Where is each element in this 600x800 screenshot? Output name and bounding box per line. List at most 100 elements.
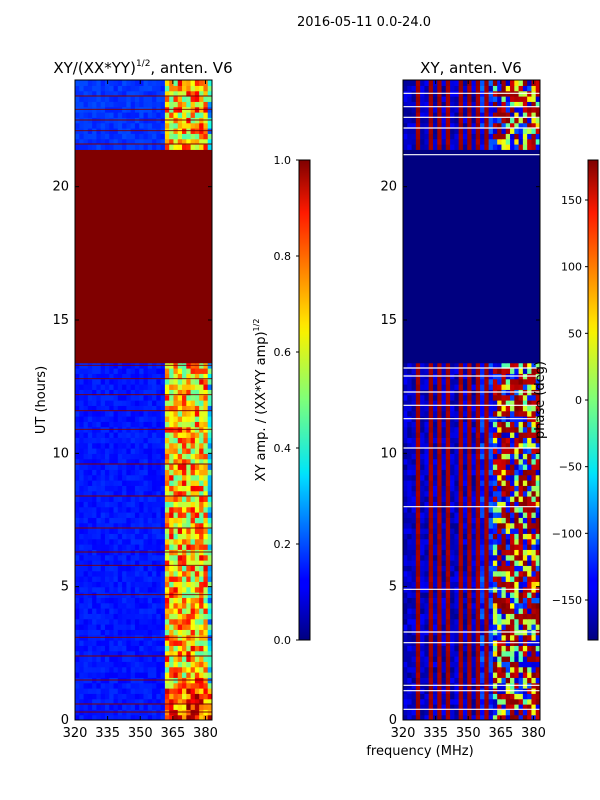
amp-heatmap-cell (92, 714, 98, 720)
amp-heatmap-cell (207, 320, 212, 326)
amp-heatmap-cell (104, 656, 110, 662)
amp-heatmap-cell (143, 448, 149, 454)
amp-heatmap-cell (199, 261, 205, 268)
amp-heatmap-cell (199, 288, 205, 294)
amp-heatmap-cell (173, 293, 179, 300)
amp-heatmap-cell (164, 373, 170, 380)
amp-heatmap-cell (173, 421, 179, 428)
amp-heatmap-cell (203, 309, 209, 316)
amp-heatmap-cell (194, 533, 200, 540)
amp-heatmap-cell (92, 624, 98, 630)
amp-heatmap-cell (79, 357, 85, 364)
amp-heatmap-cell (126, 618, 132, 625)
amp-heatmap-cell (203, 346, 209, 353)
amp-heatmap-cell (186, 496, 192, 502)
phase-heatmap-cell (514, 602, 520, 609)
amp-heatmap-cell (160, 586, 166, 593)
amp-heatmap-cell (207, 442, 212, 449)
amp-heatmap-cell (117, 400, 123, 406)
phase-heatmap-cell (462, 704, 468, 710)
amp-heatmap-cell (203, 133, 209, 140)
phase-heatmap-cell (403, 645, 408, 652)
amp-heatmap-cell (186, 688, 192, 694)
amp-heatmap-cell (152, 181, 157, 188)
amp-heatmap-cell (177, 453, 183, 460)
amp-heatmap-cell (130, 474, 136, 481)
amp-heatmap-cell (169, 533, 175, 540)
amp-heatmap-cell (156, 581, 162, 588)
amp-heatmap-cell (113, 208, 119, 214)
phase-heatmap-cell (480, 666, 485, 673)
amp-heatmap-cell (126, 538, 132, 545)
amp-heatmap-cell (203, 661, 209, 668)
phase-heatmap-cell (535, 576, 540, 582)
amp-heatmap-cell (122, 282, 127, 289)
amp-heatmap-cell (104, 378, 110, 385)
phase-heatmap-cell (488, 608, 494, 614)
amp-heatmap-cell (173, 517, 179, 524)
phase-heatmap-cell (527, 666, 533, 673)
amp-heatmap-cell (173, 272, 179, 278)
phase-heatmap-cell (411, 661, 417, 668)
amp-heatmap-cell (203, 629, 209, 636)
amp-heatmap-cell (96, 570, 102, 577)
amp-heatmap-cell (182, 410, 187, 417)
amp-heatmap-cell (134, 421, 140, 428)
amp-heatmap-cell (182, 682, 187, 689)
amp-heatmap-cell (92, 250, 98, 257)
phase-heatmap-cell (518, 602, 524, 609)
amp-heatmap-cell (186, 682, 192, 689)
amp-heatmap-cell (177, 474, 183, 481)
amp-heatmap-cell (139, 528, 145, 534)
phase-heatmap-cell (458, 570, 464, 577)
amp-heatmap-cell (113, 517, 119, 524)
amp-heatmap-cell (117, 133, 123, 140)
phase-heatmap-cell (522, 698, 528, 705)
phase-heatmap-cell (480, 538, 485, 545)
amp-heatmap-cell (194, 192, 200, 198)
amp-heatmap-cell (109, 586, 115, 593)
phase-heatmap-cell (505, 554, 511, 561)
amp-heatmap-cell (156, 698, 162, 705)
amp-heatmap-cell (96, 96, 102, 102)
amp-heatmap-cell (203, 208, 209, 214)
amp-heatmap-cell (126, 421, 132, 428)
amp-heatmap-cell (147, 448, 153, 454)
phase-heatmap-cell (471, 698, 477, 705)
amp-heatmap-cell (186, 400, 192, 406)
amp-heatmap-cell (83, 277, 89, 284)
amp-heatmap-cell (143, 666, 149, 673)
phase-heatmap-cell (450, 608, 455, 614)
amp-heatmap-cell (156, 336, 162, 342)
phase-heatmap-cell (441, 709, 447, 716)
amp-heatmap-cell (104, 597, 110, 604)
phase-heatmap-cell (518, 576, 524, 582)
amp-heatmap-cell (203, 240, 209, 246)
amp-heatmap-cell (186, 176, 192, 182)
phase-heatmap-cell (445, 576, 451, 582)
phase-heatmap-cell (462, 672, 468, 678)
amp-heatmap-cell (104, 240, 110, 246)
amp-heatmap-cell (130, 138, 136, 145)
amp-heatmap-cell (194, 144, 200, 150)
amp-heatmap-cell (160, 298, 166, 305)
amp-heatmap-cell (207, 506, 212, 513)
amp-heatmap-cell (113, 165, 119, 172)
amp-heatmap-cell (122, 101, 127, 108)
amp-heatmap-cell (186, 442, 192, 449)
amp-heatmap-cell (182, 560, 187, 566)
colorbar-tick-label: 0.0 (274, 634, 292, 647)
amp-heatmap-cell (182, 586, 187, 593)
amp-heatmap-cell (122, 501, 127, 508)
amp-heatmap-cell (92, 613, 98, 620)
amp-heatmap-cell (207, 704, 212, 710)
amp-heatmap-cell (177, 581, 183, 588)
amp-heatmap-cell (156, 400, 162, 406)
amp-heatmap-cell (173, 218, 179, 225)
amp-heatmap-cell (83, 629, 89, 636)
amp-heatmap-cell (190, 112, 196, 118)
amp-heatmap-cell (79, 138, 85, 145)
amp-heatmap-cell (92, 282, 98, 289)
amp-heatmap-cell (134, 160, 140, 166)
phase-heatmap-cell (432, 560, 438, 566)
